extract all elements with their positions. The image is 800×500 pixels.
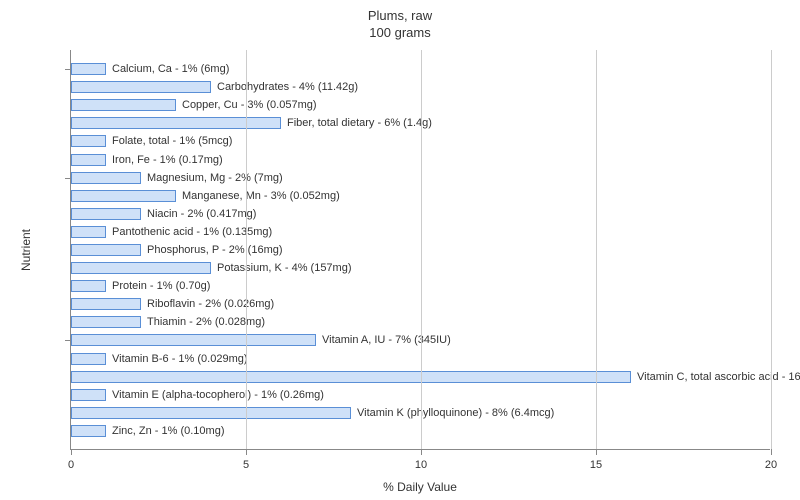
nutrient-bar-label: Vitamin A, IU - 7% (345IU): [316, 332, 451, 348]
y-axis-label: Nutrient: [16, 50, 36, 450]
nutrient-bar-label: Calcium, Ca - 1% (6mg): [106, 61, 229, 77]
nutrient-bar: [71, 154, 106, 166]
plot-area: Calcium, Ca - 1% (6mg) Carbohydrates - 4%…: [70, 50, 770, 450]
nutrient-bar: [71, 389, 106, 401]
nutrient-bar-label: Pantothenic acid - 1% (0.135mg): [106, 224, 272, 240]
chart-title-line1: Plums, raw: [0, 8, 800, 25]
x-tick-label: 15: [590, 459, 602, 471]
x-tick-label: 5: [243, 459, 249, 471]
nutrient-bar: [71, 117, 281, 129]
nutrient-bar: [71, 280, 106, 292]
nutrient-bar: [71, 353, 106, 365]
nutrient-bar-label: Phosphorus, P - 2% (16mg): [141, 242, 283, 258]
nutrient-bar: [71, 63, 106, 75]
nutrient-bar-label: Riboflavin - 2% (0.026mg): [141, 296, 274, 312]
y-tick: [65, 178, 71, 179]
nutrient-bar-label: Protein - 1% (0.70g): [106, 278, 210, 294]
x-tick: [246, 449, 247, 455]
nutrient-bar: [71, 81, 211, 93]
x-tick: [596, 449, 597, 455]
x-tick: [771, 449, 772, 455]
nutrient-bar-label: Fiber, total dietary - 6% (1.4g): [281, 115, 432, 131]
nutrient-bar: [71, 334, 316, 346]
chart-title-block: Plums, raw 100 grams: [0, 8, 800, 42]
nutrient-bar: [71, 371, 631, 383]
x-tick-label: 0: [68, 459, 74, 471]
grid-line: [246, 50, 247, 449]
x-tick: [71, 449, 72, 455]
nutrient-bar-label: Manganese, Mn - 3% (0.052mg): [176, 188, 340, 204]
nutrient-bar: [71, 298, 141, 310]
x-tick: [421, 449, 422, 455]
grid-line: [771, 50, 772, 449]
nutrient-bar: [71, 208, 141, 220]
chart-title-line2: 100 grams: [0, 25, 800, 42]
nutrient-bar: [71, 135, 106, 147]
nutrient-bar: [71, 407, 351, 419]
nutrient-bar-label: Folate, total - 1% (5mcg): [106, 133, 232, 149]
nutrient-bar: [71, 316, 141, 328]
nutrient-chart: Plums, raw 100 grams Nutrient Calcium, C…: [0, 0, 800, 500]
x-axis-label: % Daily Value: [70, 480, 770, 494]
nutrient-bar-label: Carbohydrates - 4% (11.42g): [211, 79, 358, 95]
nutrient-bar: [71, 262, 211, 274]
nutrient-bar: [71, 172, 141, 184]
y-axis-label-text: Nutrient: [19, 229, 33, 271]
nutrient-bar-label: Vitamin B-6 - 1% (0.029mg): [106, 351, 248, 367]
nutrient-bar: [71, 226, 106, 238]
nutrient-bar: [71, 99, 176, 111]
x-tick-label: 10: [415, 459, 427, 471]
nutrient-bar: [71, 190, 176, 202]
nutrient-bar-label: Zinc, Zn - 1% (0.10mg): [106, 423, 224, 439]
nutrient-bar-label: Vitamin K (phylloquinone) - 8% (6.4mcg): [351, 405, 554, 421]
nutrient-bar-label: Vitamin E (alpha-tocopherol) - 1% (0.26m…: [106, 387, 324, 403]
nutrient-bar: [71, 425, 106, 437]
y-tick: [65, 69, 71, 70]
nutrient-bar-label: Niacin - 2% (0.417mg): [141, 206, 256, 222]
nutrient-bar: [71, 244, 141, 256]
nutrient-bar-label: Potassium, K - 4% (157mg): [211, 260, 352, 276]
y-tick: [65, 340, 71, 341]
nutrient-bar-label: Magnesium, Mg - 2% (7mg): [141, 170, 283, 186]
x-tick-label: 20: [765, 459, 777, 471]
grid-line: [421, 50, 422, 449]
nutrient-bar-label: Vitamin C, total ascorbic acid - 16% (9.…: [631, 369, 800, 385]
nutrient-bar-label: Iron, Fe - 1% (0.17mg): [106, 152, 223, 168]
grid-line: [596, 50, 597, 449]
